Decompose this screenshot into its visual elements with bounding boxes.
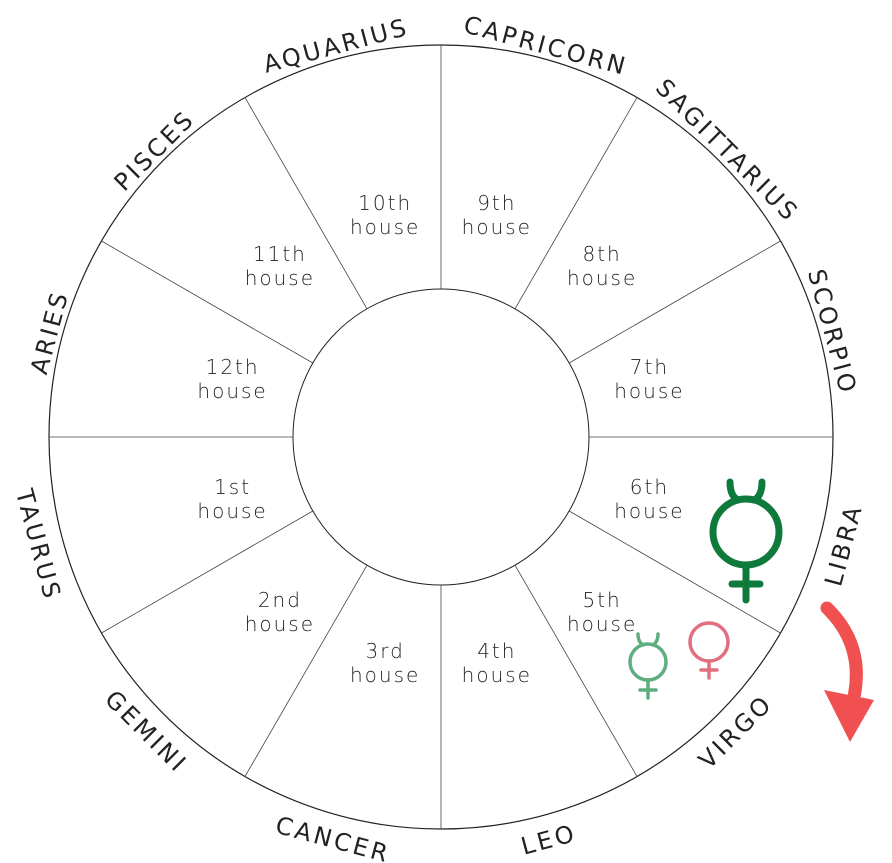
- house-number: 4th: [477, 639, 516, 663]
- spoke: [244, 97, 368, 310]
- spoke: [101, 510, 314, 634]
- spoke: [101, 240, 314, 364]
- mercury-large: [709, 478, 783, 604]
- spoke: [244, 564, 368, 777]
- house-word: house: [614, 379, 684, 403]
- venus: [688, 621, 730, 680]
- house-word: house: [614, 499, 684, 523]
- house-label: 11th house: [245, 242, 315, 290]
- house-number: 9th: [477, 191, 516, 215]
- sign-label: SAGITTARIUS: [650, 73, 804, 227]
- house-word: house: [350, 215, 420, 239]
- house-label: 12th house: [197, 355, 267, 403]
- house-word: house: [567, 266, 637, 290]
- sign-label: VIRGO: [693, 689, 778, 774]
- house-number: 1st: [214, 475, 251, 499]
- direction-arrow: [820, 601, 874, 742]
- house-number: 3rd: [366, 639, 405, 663]
- house-label: 1st house: [197, 475, 267, 523]
- sign-label: PISCES: [109, 105, 201, 197]
- sign-label: GEMINI: [99, 685, 193, 779]
- inner-circle: [292, 288, 590, 586]
- sign-label: SCORPIO: [802, 266, 862, 398]
- mercury-small: [628, 632, 668, 700]
- sign-label: AQUARIUS: [260, 13, 412, 79]
- spoke: [568, 510, 781, 634]
- sign-label: ARIES: [25, 287, 74, 377]
- house-number: 7th: [630, 355, 669, 379]
- sign-label: TAURUS: [10, 485, 67, 604]
- house-word: house: [350, 663, 420, 687]
- house-label: 6th house: [614, 475, 684, 523]
- house-word: house: [567, 612, 637, 636]
- house-label: 2nd house: [245, 588, 315, 636]
- house-number: 5th: [582, 588, 621, 612]
- house-label: 10th house: [350, 191, 420, 239]
- house-label: 5th house: [567, 588, 637, 636]
- house-number: 2nd: [258, 588, 302, 612]
- sign-label: LEO: [518, 819, 580, 861]
- house-label: 8th house: [567, 242, 637, 290]
- house-label: 7th house: [614, 355, 684, 403]
- house-word: house: [462, 663, 532, 687]
- spokes: [49, 45, 833, 829]
- house-number: 12th: [206, 355, 260, 379]
- spoke: [514, 564, 638, 777]
- house-number: 6th: [630, 475, 669, 499]
- house-word: house: [245, 266, 315, 290]
- house-word: house: [197, 379, 267, 403]
- house-label: 3rd house: [350, 639, 420, 687]
- house-word: house: [197, 499, 267, 523]
- house-label: 4th house: [462, 639, 532, 687]
- spoke: [568, 240, 781, 364]
- house-number: 10th: [358, 191, 412, 215]
- house-word: house: [245, 612, 315, 636]
- house-number: 8th: [582, 242, 621, 266]
- house-label: 9th house: [462, 191, 532, 239]
- sign-label: CANCER: [273, 811, 394, 863]
- spoke: [514, 97, 638, 310]
- sign-label: LIBRA: [819, 501, 868, 589]
- house-number: 11th: [253, 242, 307, 266]
- sign-label: CAPRICORN: [461, 10, 631, 81]
- house-word: house: [462, 215, 532, 239]
